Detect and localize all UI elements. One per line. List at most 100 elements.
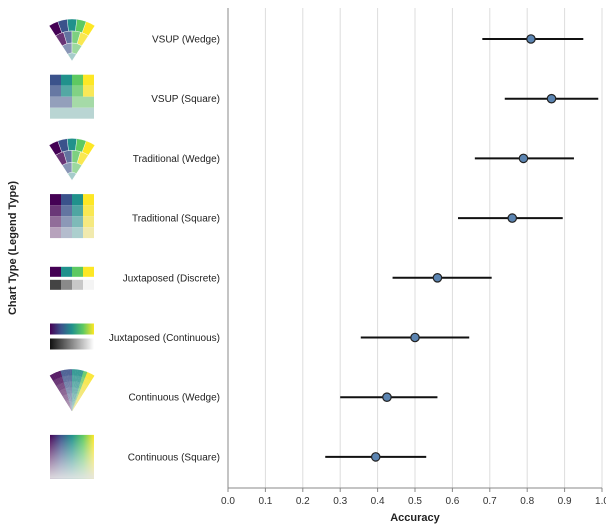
legend-wedge-slice — [72, 374, 95, 412]
category-label: Traditional (Wedge) — [133, 154, 220, 165]
data-point — [526, 34, 536, 44]
x-tick-label: 0.9 — [558, 496, 572, 507]
legend-wedge-slice — [66, 369, 72, 412]
traditional-square-icon — [50, 194, 94, 239]
x-tick-label: 0.7 — [483, 496, 497, 507]
legend-square-cell — [50, 107, 94, 119]
legend-wedge-slice — [70, 369, 73, 412]
legend-wedge-slice — [72, 373, 93, 412]
legend-square-cell — [50, 194, 61, 206]
legend-fade-field — [50, 434, 94, 479]
grid-lines — [227, 8, 603, 488]
juxtaposed-continuous-icon — [50, 323, 94, 350]
legend-wedge-fade — [49, 369, 95, 412]
continuous-wedge-icon — [49, 369, 95, 412]
category-label: Juxtaposed (Discrete) — [123, 273, 220, 284]
legend-wedge-fade — [62, 393, 82, 412]
legend-square-cell — [50, 205, 61, 217]
y-axis-title: Chart Type (Legend Type) — [7, 181, 19, 315]
legend-square-cell — [72, 227, 83, 239]
data-point — [432, 272, 443, 283]
category-label: VSUP (Wedge) — [152, 35, 220, 46]
legend-wedge-slice — [53, 372, 72, 412]
legend-wedge-slice — [56, 371, 72, 412]
legend-gray-ramp — [50, 338, 94, 350]
legend-square-cell — [61, 227, 72, 239]
category-labels: VSUP (Wedge) VSUP (Square) Traditional (We… — [109, 35, 220, 464]
legend-wedge-slice — [51, 373, 72, 412]
legend-wedge-slice — [72, 371, 88, 412]
x-tick-label: 0.3 — [333, 496, 347, 507]
legend-square-cell — [50, 227, 61, 239]
x-tick-label: 0.6 — [445, 496, 459, 507]
legend-gray-step — [50, 279, 61, 290]
legend-wedge-cell — [67, 52, 77, 62]
legend-wedge-slice — [58, 370, 72, 412]
category-label: Juxtaposed (Continuous) — [109, 333, 220, 344]
category-label: VSUP (Square) — [151, 94, 220, 105]
legend-wedge-slice — [64, 369, 72, 412]
legend-gray-step — [83, 279, 94, 290]
legend-wedge-fade — [68, 405, 76, 412]
legend-square-cell — [50, 216, 61, 228]
data-point — [546, 93, 557, 104]
legend-square-cell — [72, 74, 83, 86]
legend-square-cell — [72, 216, 83, 228]
vsup-wedge-icon — [48, 18, 96, 62]
legend-square-cell — [83, 74, 94, 86]
legend-wedge-slice — [62, 369, 72, 412]
legend-wedge-cell — [66, 18, 78, 32]
category-label: Continuous (Wedge) — [128, 393, 220, 404]
legend-color-step — [83, 266, 94, 277]
legend-color-step — [50, 266, 61, 277]
legend-square-cell — [61, 85, 72, 97]
legend-color-step — [72, 266, 83, 277]
legend-color-step — [61, 266, 72, 277]
legend-gray-step — [72, 279, 83, 290]
legend-square-cell — [72, 96, 94, 108]
x-tick-label: 0.4 — [371, 496, 385, 507]
x-axis: 0.0 0.1 0.2 0.3 0.4 0.5 0.6 0.7 0.8 0.9 1.0 — [221, 8, 606, 507]
x-tick-label: 0.5 — [408, 496, 422, 507]
legend-square-cell — [61, 74, 72, 86]
legend-square-cell — [83, 85, 94, 97]
x-axis-title: Accuracy — [390, 512, 440, 524]
legend-wedge-slice — [72, 372, 90, 412]
legend-square-cell — [83, 205, 94, 217]
x-tick-label: 0.0 — [221, 496, 235, 507]
continuous-square-icon — [50, 434, 94, 479]
vsup-square-icon — [50, 74, 94, 119]
traditional-wedge-icon — [48, 138, 96, 181]
legend-icons — [48, 18, 96, 479]
legend-square-cell — [50, 74, 61, 86]
legend-wedge-slice — [72, 372, 92, 412]
legend-wedge-fade — [59, 387, 85, 412]
data-point — [518, 153, 529, 164]
legend-color-ramp — [50, 323, 94, 335]
legend-wedge-cell — [66, 138, 78, 151]
x-tick-label: 0.2 — [296, 496, 310, 507]
legend-wedge-cell — [67, 172, 77, 181]
legend-gray-step — [61, 279, 72, 290]
legend-wedge-fade — [65, 399, 79, 412]
legend-square-cell — [83, 227, 94, 239]
data-point — [410, 332, 420, 343]
legend-wedge-slice — [68, 369, 72, 412]
legend-wedge-slice — [54, 371, 72, 412]
legend-square-cell — [50, 85, 61, 97]
legend-wedge-slice — [60, 370, 72, 412]
data-point — [370, 452, 381, 462]
x-tick-label: 1.0 — [595, 496, 606, 507]
legend-square-cell — [83, 216, 94, 228]
legend-square-cell — [72, 194, 83, 206]
legend-square-cell — [61, 194, 72, 206]
category-label: Traditional (Square) — [132, 214, 220, 225]
x-tick-label: 0.1 — [258, 496, 272, 507]
legend-wedge-slice — [49, 374, 72, 412]
data-point — [507, 213, 518, 223]
legend-square-cell — [50, 96, 72, 108]
legend-square-cell — [61, 216, 72, 228]
legend-wedge-fade — [56, 381, 88, 412]
juxtaposed-discrete-icon — [50, 266, 94, 290]
